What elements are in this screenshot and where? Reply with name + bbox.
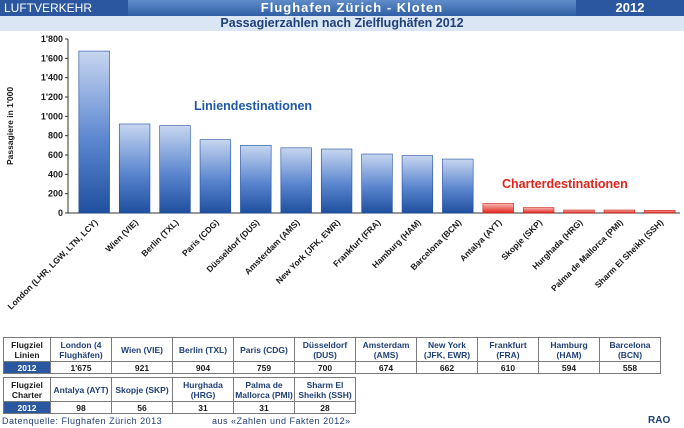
- bar-chart: 0 200 400 600 800 1'000 1'200 1'400 1'600 1'800 Pa…: [5, 34, 680, 311]
- charter-col-head: Skopje (SKP): [111, 377, 173, 402]
- linien-year-cell: 2012: [3, 361, 51, 374]
- bar-frankfurt: [361, 153, 393, 214]
- y-tick-label: 400: [48, 169, 63, 179]
- source-reference: aus «Zahlen und Fakten 2012»: [212, 416, 351, 426]
- charter-year-cell: 2012: [3, 401, 51, 414]
- y-tick-label: 1'600: [41, 53, 63, 63]
- section-tag: LUFTVERKEHR: [0, 0, 128, 16]
- bar-antalya: [482, 203, 514, 214]
- bar-new: [320, 148, 353, 214]
- charter-table-header-row: Flugziel Charter Antalya (AYT) Skopje (SK…: [3, 377, 356, 402]
- charter-col-head: Palma de Mallorca (PMI): [233, 377, 295, 402]
- source-line: Datenquelle: Flughafen Zürich 2013: [2, 416, 163, 426]
- linien-value-cell: 674: [355, 361, 417, 374]
- y-tick-label: 1'200: [41, 92, 63, 102]
- charter-col-head: Sharm El Sheikh (SSH): [294, 377, 356, 402]
- charter-table-value-row: 2012 98 56 31 31 28: [3, 401, 356, 414]
- x-category-label: Antalya (AYT): [458, 217, 504, 263]
- charter-value-cell: 28: [294, 401, 356, 414]
- bar-skopje: [522, 207, 555, 214]
- header-bar: [0, 0, 684, 16]
- x-category-label: London (LHR, LGW, LTN, LCY): [6, 217, 100, 311]
- bar-wien: [118, 123, 151, 214]
- bar-düsseldorf: [240, 145, 272, 214]
- charter-value-cell: 31: [233, 401, 295, 414]
- year-tag: 2012: [576, 0, 684, 16]
- linien-value-cell: 558: [599, 361, 661, 374]
- y-tick-label: 0: [58, 208, 63, 218]
- linien-value-cell: 700: [294, 361, 356, 374]
- y-tick-label: 600: [48, 150, 63, 160]
- charter-col-head: Antalya (AYT): [50, 377, 112, 402]
- linien-value-cell: 594: [538, 361, 600, 374]
- bar-hurghada: [563, 209, 595, 214]
- y-tick-label: 1'400: [41, 73, 63, 83]
- linien-value-cell: 759: [233, 361, 295, 374]
- linien-col-head: Hamburg (HAM): [538, 337, 600, 362]
- linien-col-head: Wien (VIE): [111, 337, 173, 362]
- charter-col-head: Hurghada (HRG): [172, 377, 234, 402]
- chart-title: Passagierzahlen nach Zielflughäfen 2012: [0, 16, 684, 31]
- bar-amsterdam: [280, 147, 312, 214]
- annotation-liniendestinationen: Liniendestinationen: [194, 99, 312, 113]
- linien-table-value-row: 2012 1'675 921 904 759 700 674 662 610 594 558: [3, 361, 661, 374]
- bar-paris: [199, 139, 232, 214]
- linien-col-head: Barcelona (BCN): [599, 337, 661, 362]
- bar-berlin: [159, 125, 191, 214]
- linien-col-head: New York (JFK, EWR): [416, 337, 478, 362]
- author-tag: RAO: [648, 415, 671, 426]
- charter-value-cell: 31: [172, 401, 234, 414]
- charter-value-cell: 98: [50, 401, 112, 414]
- linien-value-cell: 904: [172, 361, 234, 374]
- linien-col-head: Amsterdam (AMS): [355, 337, 417, 362]
- x-category-label: Palma de Mallorca (PMI): [549, 217, 625, 293]
- x-category-label: Paris (CDG): [180, 217, 221, 258]
- bar-sharm: [644, 209, 676, 214]
- linien-value-cell: 921: [111, 361, 173, 374]
- linien-value-cell: 1'675: [50, 361, 112, 374]
- bar-barcelona: [442, 158, 474, 214]
- y-tick-label: 800: [48, 131, 63, 141]
- bar-hamburg: [401, 155, 434, 214]
- linien-col-head: Paris (CDG): [233, 337, 295, 362]
- annotation-charterdestinationen: Charterdestinationen: [502, 177, 628, 191]
- linien-value-cell: 662: [416, 361, 478, 374]
- x-category-label: Wien (VIE): [103, 217, 140, 254]
- linien-col-head: Frankfurt (FRA): [477, 337, 539, 362]
- y-tick-label: 200: [48, 189, 63, 199]
- linien-col-head: London (4 Flughäfen): [50, 337, 112, 362]
- y-tick-label: 1'800: [41, 34, 63, 44]
- charter-table: Flugziel Charter Antalya (AYT) Skopje (SK…: [3, 377, 356, 414]
- linien-row-head: Flugziel Linien: [3, 337, 51, 362]
- y-tick-label: 1'000: [41, 111, 63, 121]
- charter-value-cell: 56: [111, 401, 173, 414]
- bar-london: [78, 50, 110, 214]
- x-category-label: Sharm El Sheikh (SSH): [593, 217, 666, 290]
- bar-palma: [603, 209, 636, 214]
- linien-value-cell: 610: [477, 361, 539, 374]
- airport-title: Flughafen Zürich - Kloten: [260, 0, 444, 15]
- linien-table-header-row: Flugziel Linien London (4 Flughäfen) Wien…: [3, 337, 661, 362]
- charter-row-head: Flugziel Charter: [3, 377, 51, 402]
- y-axis-label: Passagiere in 1'000: [5, 87, 15, 165]
- linien-col-head: Berlin (TXL): [172, 337, 234, 362]
- x-category-label: Skopje (SKP): [499, 217, 544, 262]
- x-category-label: Berlin (TXL): [139, 217, 180, 258]
- linien-col-head: Düsseldorf (DUS): [294, 337, 356, 362]
- linien-table: Flugziel Linien London (4 Flughäfen) Wien…: [3, 337, 661, 374]
